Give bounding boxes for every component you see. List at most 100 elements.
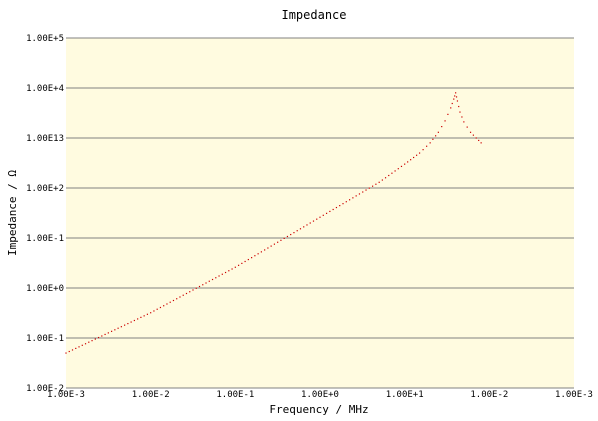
data-point xyxy=(101,335,103,337)
data-point xyxy=(332,208,334,211)
data-point xyxy=(198,285,201,288)
data-point xyxy=(208,280,210,282)
data-point xyxy=(469,131,472,133)
data-point xyxy=(466,126,468,128)
data-point xyxy=(169,301,171,303)
y-axis-ticks: 1.00E+5 1.00E+4 1.00E13 1.00E+2 1.00E-1 1.00E… xyxy=(26,34,64,394)
data-point xyxy=(345,201,347,203)
data-point xyxy=(329,210,331,213)
data-point xyxy=(303,226,305,228)
data-point xyxy=(146,313,149,315)
data-point xyxy=(306,224,308,226)
data-point xyxy=(75,347,77,350)
data-point xyxy=(195,287,197,289)
data-series xyxy=(65,92,482,354)
data-point xyxy=(404,163,406,165)
data-point xyxy=(221,273,223,275)
data-point xyxy=(153,310,155,312)
data-point xyxy=(127,322,129,325)
data-point xyxy=(179,296,181,298)
y-tick-label: 1.00E+0 xyxy=(26,284,64,294)
data-point xyxy=(435,135,437,137)
data-point xyxy=(455,92,457,94)
y-tick-label: 1.00E13 xyxy=(26,134,64,144)
data-point xyxy=(114,329,116,331)
data-point xyxy=(453,98,455,100)
data-point xyxy=(378,181,380,183)
data-point xyxy=(88,341,90,343)
data-point xyxy=(260,251,262,253)
data-point xyxy=(107,332,109,334)
grid-lines xyxy=(66,37,574,389)
data-point xyxy=(205,282,207,284)
data-point xyxy=(372,185,374,187)
data-point xyxy=(211,278,214,281)
data-point xyxy=(97,336,100,339)
data-point xyxy=(397,168,399,170)
x-tick-label: 1.00E-2 xyxy=(470,390,508,400)
data-point xyxy=(156,308,158,310)
data-point xyxy=(143,315,145,317)
data-point xyxy=(254,255,256,257)
data-point xyxy=(120,326,122,328)
data-point xyxy=(342,203,344,205)
data-point xyxy=(463,121,465,123)
x-tick-label: 1.00E-3 xyxy=(47,390,85,400)
data-point xyxy=(296,230,298,232)
y-tick-label: 1.00E+5 xyxy=(26,34,64,44)
data-point xyxy=(237,264,240,266)
data-point xyxy=(362,191,364,193)
data-point xyxy=(388,174,390,177)
data-point xyxy=(228,270,230,272)
data-point xyxy=(309,222,311,224)
data-point xyxy=(124,324,126,326)
data-point xyxy=(71,349,74,351)
data-point xyxy=(355,195,357,197)
data-point xyxy=(224,271,227,274)
x-tick-label: 1.00E-3 xyxy=(555,390,593,400)
data-point xyxy=(410,159,412,161)
data-point xyxy=(277,241,279,243)
data-point xyxy=(218,275,220,277)
data-point xyxy=(202,284,204,286)
x-tick-label: 1.00E+0 xyxy=(301,390,339,400)
data-point xyxy=(375,183,377,185)
data-point xyxy=(432,138,434,140)
data-point xyxy=(192,289,194,291)
data-point xyxy=(241,262,243,265)
data-point xyxy=(182,294,184,296)
data-point xyxy=(234,266,236,268)
data-point xyxy=(365,189,367,191)
data-point xyxy=(140,316,142,318)
data-point xyxy=(280,239,282,241)
data-point xyxy=(65,352,67,354)
data-point xyxy=(94,338,96,340)
data-point xyxy=(91,340,93,342)
data-point xyxy=(273,243,276,245)
data-point xyxy=(459,111,461,113)
data-point xyxy=(185,292,188,295)
data-point xyxy=(322,214,324,216)
data-point xyxy=(472,134,474,136)
y-tick-label: 1.00E-2 xyxy=(26,384,64,394)
data-point xyxy=(418,152,421,154)
data-point xyxy=(325,212,328,214)
data-point xyxy=(450,107,452,109)
data-point xyxy=(455,96,458,98)
data-point xyxy=(247,258,249,261)
data-point xyxy=(104,333,106,336)
y-axis-label: Impedance / Ω xyxy=(6,170,19,256)
data-point xyxy=(299,228,302,230)
data-point xyxy=(133,319,135,322)
data-point xyxy=(447,113,449,115)
data-point xyxy=(163,305,165,307)
data-point xyxy=(176,298,178,300)
data-point xyxy=(407,161,409,163)
data-point xyxy=(384,177,387,179)
data-point xyxy=(461,116,463,118)
data-point xyxy=(84,343,87,345)
data-point xyxy=(391,172,393,174)
data-point xyxy=(68,350,70,353)
y-tick-label: 1.00E+4 xyxy=(26,84,64,94)
